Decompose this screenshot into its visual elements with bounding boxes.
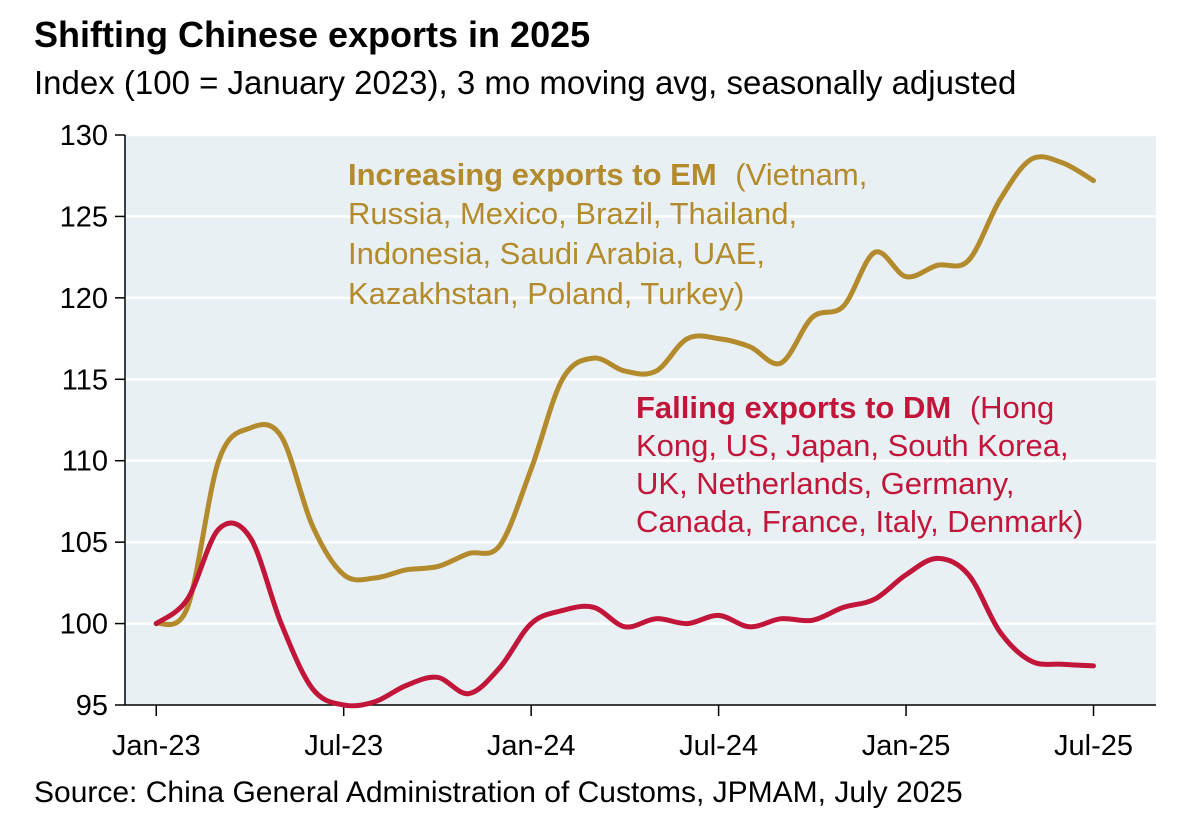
y-tick-label-130: 130 [60, 120, 108, 152]
y-tick-label-115: 115 [62, 364, 108, 396]
em-annotation-line-2: Russia, Mexico, Brazil, Thailand, [348, 196, 797, 231]
y-tick-label-110: 110 [62, 446, 108, 478]
x-axis: Jan-23 Jul-23 Jan-24 Jul-24 Jan-25 Jul-25 [112, 704, 1156, 762]
em-annotation-line-3: Indonesia, Saudi Arabia, UAE, [348, 236, 765, 271]
dm-annotation-line-2: Kong, US, Japan, South Korea, [636, 428, 1069, 463]
grid-lines [125, 133, 1156, 625]
em-series-line [153, 154, 1096, 628]
dm-annotation-bold: Falling exports to DM [636, 390, 951, 425]
y-tick-label-95: 95 [76, 690, 108, 722]
y-tick-label-120: 120 [60, 283, 108, 315]
y-tick-label-105: 105 [60, 527, 108, 559]
y-axis: 95 100 105 110 115 120 125 130 [60, 120, 126, 722]
x-tick-label-Jul-25: Jul-25 [1054, 730, 1133, 762]
dm-annotation-line-1: (Hong [970, 390, 1054, 425]
em-annotation-line-1: (Vietnam, [735, 157, 867, 192]
x-tick-label-Jul-24: Jul-24 [679, 730, 758, 762]
series-lines [153, 154, 1096, 709]
dm-annotation-line-4: Canada, France, Italy, Denmark) [636, 504, 1083, 539]
em-annotation: Increasing exports to EM (Vietnam, Russi… [348, 157, 876, 311]
dm-annotation-line-3: UK, Netherlands, Germany, [636, 466, 1014, 501]
source-note: Source: China General Administration of … [34, 776, 963, 809]
chart-subtitle: Index (100 = January 2023), 3 mo moving … [34, 64, 1017, 101]
chart-title: Shifting Chinese exports in 2025 [34, 14, 591, 55]
em-annotation-bold: Increasing exports to EM [348, 157, 717, 192]
x-tick-label-Jan-23: Jan-23 [112, 730, 201, 762]
dm-annotation: Falling exports to DM (Hong Kong, US, Ja… [636, 390, 1083, 539]
x-tick-label-Jul-23: Jul-23 [304, 730, 383, 762]
x-tick-label-Jan-25: Jan-25 [862, 730, 951, 762]
y-tick-label-125: 125 [60, 201, 108, 233]
y-tick-label-100: 100 [60, 609, 108, 641]
x-tick-label-Jan-24: Jan-24 [487, 730, 576, 762]
em-annotation-line-4: Kazakhstan, Poland, Turkey) [348, 276, 744, 311]
dm-series-line [153, 520, 1096, 709]
